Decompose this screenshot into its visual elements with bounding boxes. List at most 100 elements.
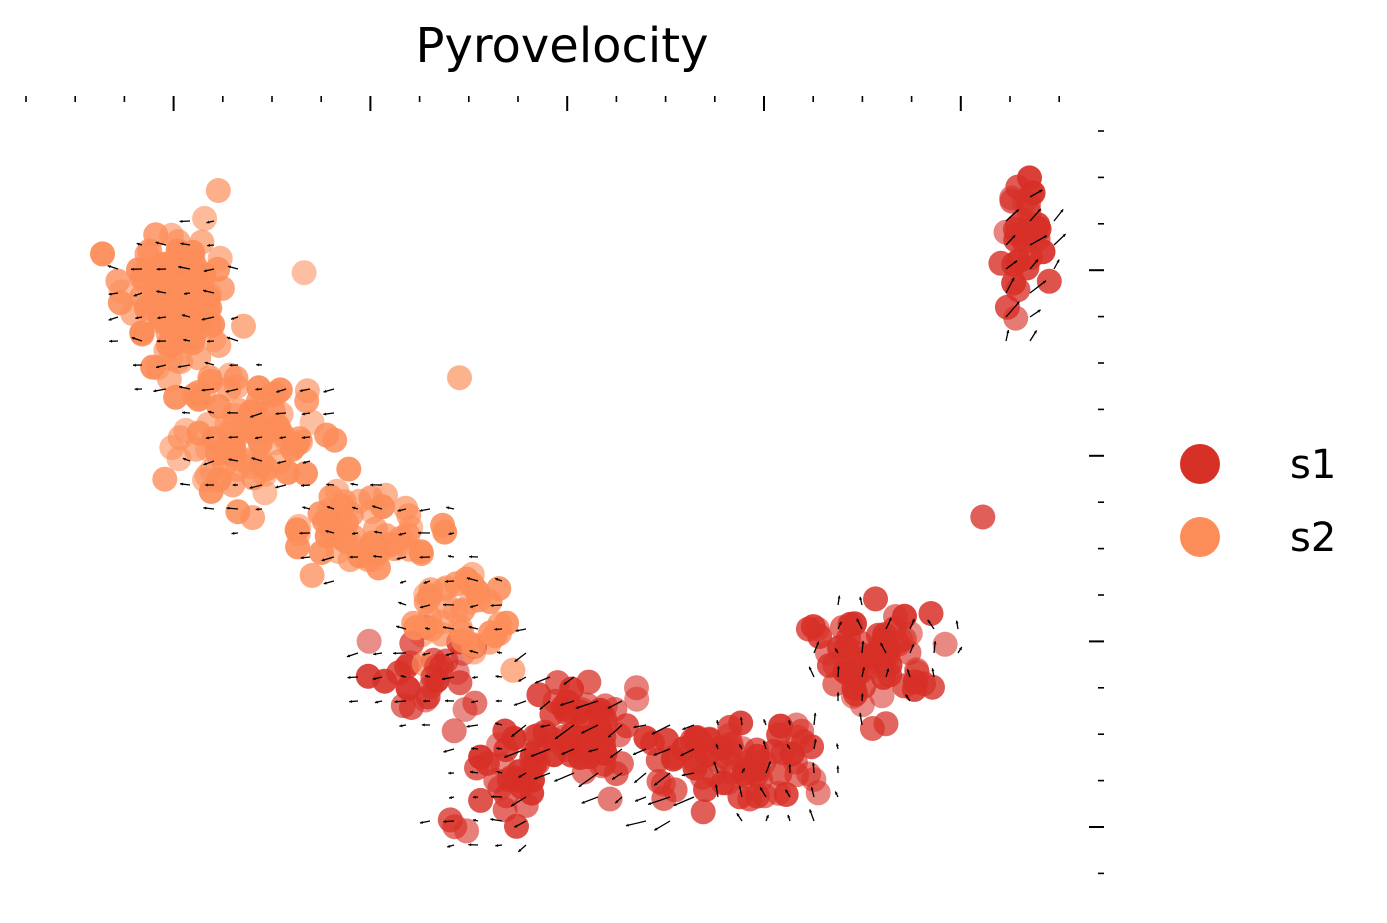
velocity-arrow <box>653 748 671 756</box>
velocity-arrow-head <box>400 580 404 584</box>
velocity-arrow-head <box>275 485 279 489</box>
point-s2 <box>486 620 512 646</box>
velocity-arrow-head <box>157 316 161 320</box>
velocity-arrow-head <box>911 618 915 623</box>
point-s2 <box>275 460 301 485</box>
velocity-arrow-head <box>205 436 209 440</box>
velocity-arrow-head <box>419 555 423 559</box>
velocity-arrow-head <box>249 485 253 489</box>
velocity-arrow-head <box>443 749 447 753</box>
velocity-arrow-head <box>490 603 494 607</box>
velocity-arrow-head <box>835 743 839 747</box>
point-s1 <box>1017 245 1043 270</box>
velocity-arrow-head <box>203 462 207 466</box>
velocity-arrow-head <box>716 720 720 724</box>
point-s1 <box>487 775 513 801</box>
velocity-arrow-head <box>421 723 425 727</box>
velocity-arrow-head <box>131 337 135 340</box>
point-s1 <box>768 713 793 739</box>
velocity-arrow-head <box>302 506 306 510</box>
velocity-arrow-head <box>201 317 205 321</box>
velocity-arrow-head <box>886 668 890 672</box>
velocity-arrow-head <box>182 457 186 461</box>
velocity-arrow-head <box>229 363 233 367</box>
velocity-arrow-head <box>838 621 842 625</box>
velocity-arrow-head <box>177 365 181 369</box>
velocity-arrow-head <box>635 798 639 802</box>
point-s1 <box>892 603 917 629</box>
velocity-arrow-head <box>182 411 185 415</box>
velocity-arrow-head <box>179 385 183 389</box>
velocity-arrow-head <box>301 436 305 440</box>
velocity-arrow-head <box>1043 235 1047 239</box>
point-s2 <box>252 480 278 506</box>
velocity-arrow-head <box>680 753 684 756</box>
velocity-arrow-head <box>256 363 260 367</box>
point-s1 <box>442 814 468 840</box>
velocity-arrow-head <box>1033 330 1037 334</box>
velocity-arrow-head <box>741 768 745 772</box>
velocity-arrow-head <box>787 814 791 818</box>
velocity-arrow-head <box>466 577 470 581</box>
velocity-arrow-head <box>911 644 914 648</box>
velocity-arrow-head <box>255 507 259 511</box>
velocity-arrow-head <box>1042 280 1046 284</box>
point-s2 <box>166 446 192 472</box>
velocity-arrow-head <box>471 747 475 751</box>
velocity-arrow <box>1029 235 1048 246</box>
velocity-arrow-head <box>419 605 423 609</box>
point-s2 <box>180 239 206 265</box>
point-s1 <box>441 718 467 744</box>
point-s1 <box>970 504 996 530</box>
velocity-arrow-head <box>181 314 185 318</box>
velocity-arrow-head <box>933 641 937 645</box>
velocity-arrow-head <box>250 414 254 418</box>
velocity-arrow-head <box>760 787 763 791</box>
velocity-arrow <box>554 724 575 740</box>
velocity-arrow-head <box>108 317 112 321</box>
velocity-arrow-head <box>397 508 401 512</box>
velocity-arrow-head <box>496 747 500 751</box>
point-s2 <box>107 290 133 316</box>
velocity-arrow-head <box>563 681 567 685</box>
velocity-arrow-head <box>346 654 351 658</box>
velocity-arrow-head <box>299 389 303 392</box>
point-s2 <box>197 365 223 391</box>
velocity-arrow <box>607 724 623 738</box>
velocity-arrow-head <box>514 824 518 828</box>
scatter-points <box>90 165 1062 844</box>
velocity-arrow-head <box>713 761 717 765</box>
velocity-arrow-head <box>560 702 564 706</box>
velocity-arrow-head <box>785 789 789 793</box>
point-s2 <box>188 264 214 289</box>
velocity-arrow-head <box>648 802 652 805</box>
point-s2 <box>195 436 220 462</box>
velocity-arrow-head <box>203 289 207 293</box>
velocity-arrow-head <box>133 363 136 367</box>
velocity-arrow-head <box>468 625 472 629</box>
velocity-arrow-head <box>372 677 376 681</box>
velocity-arrow-head <box>228 458 232 462</box>
point-s2 <box>206 333 232 358</box>
velocity-arrow-head <box>323 412 327 416</box>
velocity-arrow-head <box>370 483 373 487</box>
velocity-arrow-head <box>490 818 494 822</box>
point-s1 <box>640 730 665 756</box>
velocity-arrow-head <box>156 365 160 369</box>
velocity-arrow-head <box>423 580 427 584</box>
point-s2 <box>279 436 305 462</box>
top-axis-ticks <box>25 96 1060 111</box>
velocity-arrow-head <box>276 389 280 393</box>
point-s2 <box>293 461 318 486</box>
point-s1 <box>836 625 862 651</box>
velocity-arrow-head <box>535 680 539 684</box>
velocity-arrow-head <box>682 727 686 730</box>
velocity-arrow <box>647 796 671 806</box>
velocity-arrow <box>625 820 647 827</box>
velocity-arrow-head <box>530 754 535 757</box>
velocity-arrow-head <box>134 387 138 391</box>
velocity-arrow-head <box>809 666 812 670</box>
point-s1 <box>863 586 888 612</box>
velocity-arrow-head <box>135 316 139 320</box>
velocity-arrow-head <box>448 532 452 536</box>
